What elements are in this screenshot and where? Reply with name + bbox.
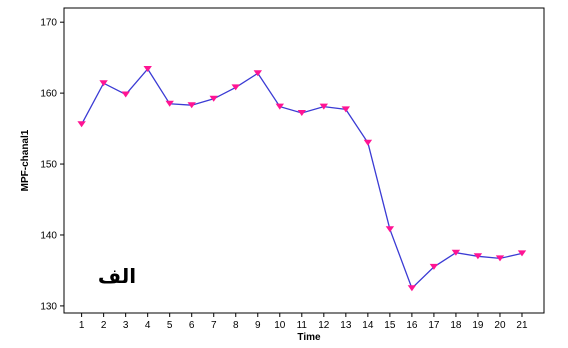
x-tick-label: 18 — [450, 320, 462, 331]
y-axis-ticks: 130 140 150 160 170 — [40, 18, 64, 312]
plot-frame — [63, 7, 545, 314]
data-point-marker — [187, 102, 196, 109]
data-point-marker — [253, 70, 262, 77]
data-point-marker — [385, 226, 395, 233]
x-tick-label: 13 — [340, 320, 352, 331]
data-point-marker — [121, 91, 130, 98]
x-tick-label: 9 — [255, 320, 261, 331]
data-point-marker — [209, 95, 218, 102]
data-point-marker — [319, 103, 328, 110]
data-point-marker — [77, 121, 86, 128]
axes — [63, 7, 545, 314]
panel-annotation: الف — [98, 264, 136, 288]
x-tick-label: 5 — [167, 320, 173, 331]
x-tick-label: 2 — [101, 320, 107, 331]
x-tick-label: 1 — [79, 320, 85, 331]
series — [77, 66, 527, 292]
data-point-marker — [451, 249, 461, 256]
data-point-marker — [143, 66, 152, 72]
data-point-marker — [231, 84, 240, 91]
data-point-marker — [275, 103, 284, 110]
data-point-marker — [363, 139, 373, 146]
y-tick-label: 150 — [40, 160, 57, 171]
data-point-marker — [407, 285, 417, 292]
x-tick-label: 12 — [318, 320, 330, 331]
x-tick-label: 8 — [233, 320, 239, 331]
x-tick-label: 7 — [211, 320, 217, 331]
x-axis-ticks: 1 2 3 4 5 6 7 8 9 10 11 12 13 14 15 16 17 18 19 20 21 — [79, 313, 528, 331]
x-tick-label: 4 — [145, 320, 151, 331]
y-tick-label: 160 — [40, 89, 57, 100]
data-point-marker — [341, 106, 350, 113]
x-tick-label: 6 — [189, 320, 195, 331]
x-tick-label: 16 — [406, 320, 418, 331]
x-tick-label: 11 — [297, 320, 308, 331]
x-tick-label: 3 — [123, 320, 129, 331]
x-tick-label: 14 — [362, 320, 374, 331]
y-tick-label: 170 — [40, 18, 57, 29]
x-axis-label: Time — [297, 332, 321, 343]
x-tick-label: 19 — [472, 320, 484, 331]
y-tick-label: 130 — [40, 301, 57, 312]
data-point-marker — [473, 253, 483, 260]
data-point-marker — [165, 100, 174, 107]
x-tick-label: 10 — [274, 320, 286, 331]
x-tick-label: 17 — [428, 320, 440, 331]
data-point-marker — [99, 80, 108, 87]
x-tick-label: 20 — [494, 320, 506, 331]
data-point-marker — [429, 263, 439, 270]
y-tick-label: 140 — [40, 230, 57, 241]
x-tick-label: 15 — [384, 320, 396, 331]
data-point-marker — [517, 250, 527, 257]
x-tick-label: 21 — [516, 320, 528, 331]
data-point-marker — [297, 110, 306, 116]
y-axis-label: MPF-chanal1 — [20, 129, 31, 191]
data-point-marker — [495, 255, 505, 262]
